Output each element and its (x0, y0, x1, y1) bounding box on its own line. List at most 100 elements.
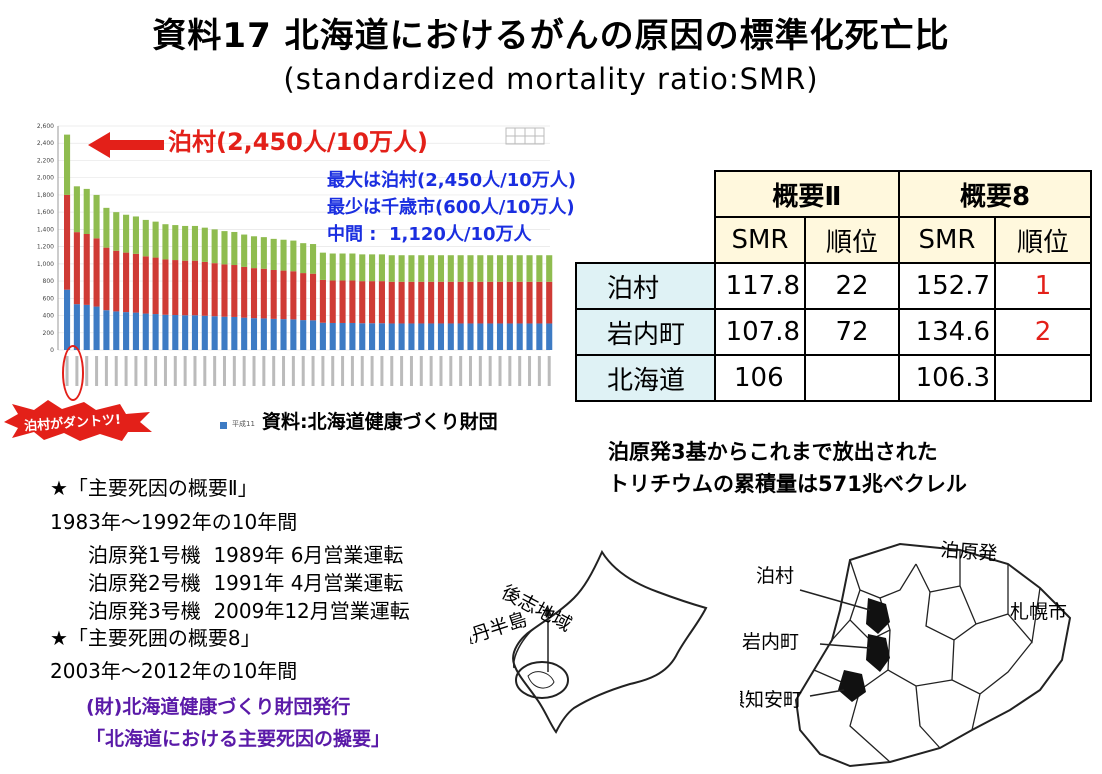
category-label-mark (429, 356, 433, 386)
bar-segment (93, 238, 100, 307)
page-title: 資料17 北海道におけるがんの原因の標準化死亡比 (152, 16, 950, 56)
category-label-mark (478, 356, 482, 386)
bar-segment (359, 281, 366, 324)
bar-segment (182, 315, 189, 350)
bar-segment (310, 273, 317, 321)
bar-segment (319, 279, 326, 323)
category-label-mark (124, 356, 128, 386)
bar-segment (191, 225, 199, 261)
bar-segment (447, 323, 454, 350)
bar-segment (369, 254, 376, 282)
bar-segment (447, 255, 454, 282)
bar-segment (516, 281, 523, 324)
table-row: 泊村 117.8 22 152.7 1 (575, 262, 1092, 310)
region-cell: 北海道 (575, 354, 716, 402)
tomari-area-map: 泊村 岩内町 俱知安町 泊原発 札幌市 (740, 539, 1072, 768)
legend-grid-icon (505, 127, 545, 145)
category-label-mark (163, 356, 167, 386)
bar-segment (398, 255, 405, 282)
publisher-note: (財)北海道健康づくり財団発行 (86, 696, 351, 718)
bar-segment (113, 250, 120, 312)
category-label-mark (262, 356, 266, 386)
category-label-mark (95, 356, 99, 386)
tomari-area (866, 598, 890, 634)
bar-segment (477, 323, 484, 350)
rank1-cell (804, 354, 900, 402)
unit3-note: 泊原発3号機 2009年12月営業運転 (88, 599, 410, 623)
bar-segment (300, 243, 307, 274)
bar-segment (319, 252, 326, 280)
category-label-mark (508, 356, 512, 386)
category-label-mark (488, 356, 492, 386)
bar-segment (526, 323, 533, 350)
category-label-mark (547, 356, 551, 386)
legend-swatch (220, 422, 227, 429)
bar-segment (270, 238, 277, 270)
bar-segment (64, 289, 71, 350)
bar-segment (496, 323, 504, 350)
bar-segment (437, 255, 445, 282)
note-period-2: 2003年～2012年の10年間 (50, 659, 298, 683)
y-tick-label: 1,600 (37, 209, 54, 216)
bar-segment (526, 281, 533, 324)
bar-segment (260, 268, 267, 319)
category-label-mark (154, 356, 158, 386)
map-label-iwanai: 岩内町 (742, 631, 799, 653)
bar-segment (319, 322, 326, 350)
bar-segment (172, 225, 179, 261)
bar-segment (496, 281, 504, 324)
y-tick-label: 2,200 (37, 157, 54, 164)
category-label-mark (252, 356, 256, 386)
y-tick-label: 600 (43, 295, 55, 302)
category-label-mark (459, 356, 463, 386)
bar-segment (123, 312, 130, 350)
bar-segment (536, 281, 543, 324)
category-label-mark (498, 356, 502, 386)
page-subtitle: (standardized mortality ratio:SMR) (283, 62, 819, 96)
y-tick-label: 2,600 (37, 123, 54, 130)
bar-segment (506, 255, 513, 282)
category-label-mark (213, 356, 217, 386)
bar-segment (182, 225, 189, 261)
bar-segment (103, 207, 110, 248)
bar-segment (142, 313, 149, 350)
bar-segment (211, 263, 218, 317)
bar-segment (142, 219, 149, 257)
bar-segment (113, 311, 120, 350)
category-label-mark (291, 356, 295, 386)
bar-segment (408, 281, 415, 324)
category-label-mark (311, 356, 315, 386)
category-label-mark (400, 356, 404, 386)
bar-segment (83, 188, 90, 235)
bar-segment (93, 306, 100, 350)
bar-segment (378, 254, 385, 282)
bar-segment (103, 310, 110, 350)
category-label-mark (321, 356, 325, 386)
category-label-mark (341, 356, 345, 386)
smr2-cell: 106.3 (898, 354, 996, 402)
category-label-mark (183, 356, 187, 386)
bar-segment (201, 315, 208, 350)
bar-segment (191, 315, 199, 350)
smr1-cell: 117.8 (714, 262, 806, 310)
bar-segment (428, 281, 435, 324)
category-label-mark (409, 356, 413, 386)
bar-segment (280, 319, 287, 350)
note-heading-1: ★「主要死因の概要Ⅱ」 (50, 476, 258, 500)
min-note: 最少は千歳市(600人/10万人) (327, 197, 575, 218)
group-header-8: 概要8 (898, 170, 1092, 218)
col-rank-1: 順位 (804, 216, 900, 264)
category-label-mark (331, 356, 335, 386)
tomari-callout: 泊村(2,450人/10万人) (168, 128, 429, 156)
bar-segment (270, 318, 277, 350)
bar-segment (546, 281, 553, 324)
bar-segment (231, 316, 238, 350)
bar-segment (152, 221, 159, 258)
y-tick-label: 1,000 (37, 261, 54, 268)
kutchan-area (838, 670, 866, 702)
category-label-mark (144, 356, 148, 386)
publication-title: 「北海道における主要死因の擬要」 (86, 728, 391, 750)
rank2-cell: 1 (994, 262, 1092, 310)
bar-segment (329, 280, 336, 323)
bar-segment (172, 260, 179, 316)
